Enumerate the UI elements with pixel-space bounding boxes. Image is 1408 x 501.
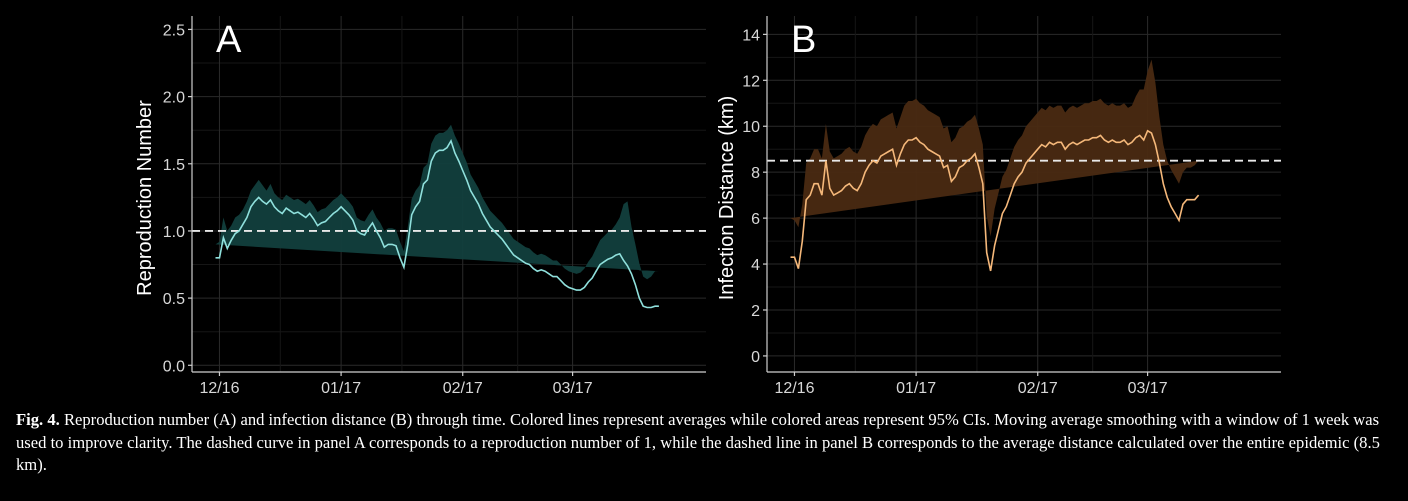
y-tick-label: 14 <box>742 27 760 44</box>
figure: 0.00.51.01.52.02.5 12/16 01/17 02/17 03/17 … <box>134 16 1281 397</box>
mean-line-b <box>790 129 1200 272</box>
x-tick-labels-b: 12/16 01/17 02/17 03/17 <box>774 380 1167 397</box>
caption-label: Fig. 4. <box>16 410 60 429</box>
x-tick-label: 01/17 <box>321 380 361 397</box>
mean-line-a <box>215 138 659 309</box>
axes-a <box>188 16 706 376</box>
y-tick-label: 2.0 <box>163 90 185 107</box>
panel-b: 0 2 4 6 8 10 12 14 12/16 01/17 02/17 03/17 Infecti… <box>716 16 1281 397</box>
x-tick-label: 12/16 <box>199 380 239 397</box>
x-tick-label: 03/17 <box>553 380 593 397</box>
confidence-band-a <box>215 124 659 280</box>
confidence-band-b <box>790 59 1199 237</box>
y-tick-label: 12 <box>742 73 760 90</box>
y-tick-label: 4 <box>751 257 760 274</box>
x-tick-label: 12/16 <box>774 380 814 397</box>
y-tick-label: 10 <box>742 119 760 136</box>
y-tick-label: 2.5 <box>163 22 185 39</box>
x-tick-label: 01/17 <box>896 380 936 397</box>
axes-b <box>763 16 1281 376</box>
figure-caption: Fig. 4. Reproduction number (A) and infe… <box>16 409 1406 477</box>
gridlines-a <box>192 16 706 372</box>
x-tick-label: 02/17 <box>443 380 483 397</box>
y-tick-label: 6 <box>751 211 760 228</box>
y-axis-title-b: Infection Distance (km) <box>716 96 738 301</box>
gridlines-b <box>767 16 1281 372</box>
y-tick-label: 8 <box>751 165 760 182</box>
panel-label-b: B <box>791 19 816 61</box>
x-tick-labels-a: 12/16 01/17 02/17 03/17 <box>199 380 592 397</box>
y-tick-label: 0 <box>751 349 760 366</box>
y-tick-label: 1.5 <box>163 157 185 174</box>
y-axis-title-a: Reproduction Number <box>134 100 156 296</box>
y-tick-label: 2 <box>751 303 760 320</box>
panel-a: 0.00.51.01.52.02.5 12/16 01/17 02/17 03/17 … <box>134 16 706 397</box>
x-tick-label: 02/17 <box>1018 380 1058 397</box>
x-tick-label: 03/17 <box>1128 380 1168 397</box>
y-tick-label: 0.0 <box>163 358 185 375</box>
y-tick-label: 0.5 <box>163 291 185 308</box>
y-tick-label: 1.0 <box>163 224 185 241</box>
y-tick-labels-a: 0.0 0.5 1.0 1.5 2.0 2.5 <box>163 22 185 375</box>
y-tick-labels-b: 0 2 4 6 8 10 12 14 <box>742 27 760 366</box>
caption-text: Reproduction number (A) and infection di… <box>16 410 1380 474</box>
panel-label-a: A <box>216 19 242 61</box>
